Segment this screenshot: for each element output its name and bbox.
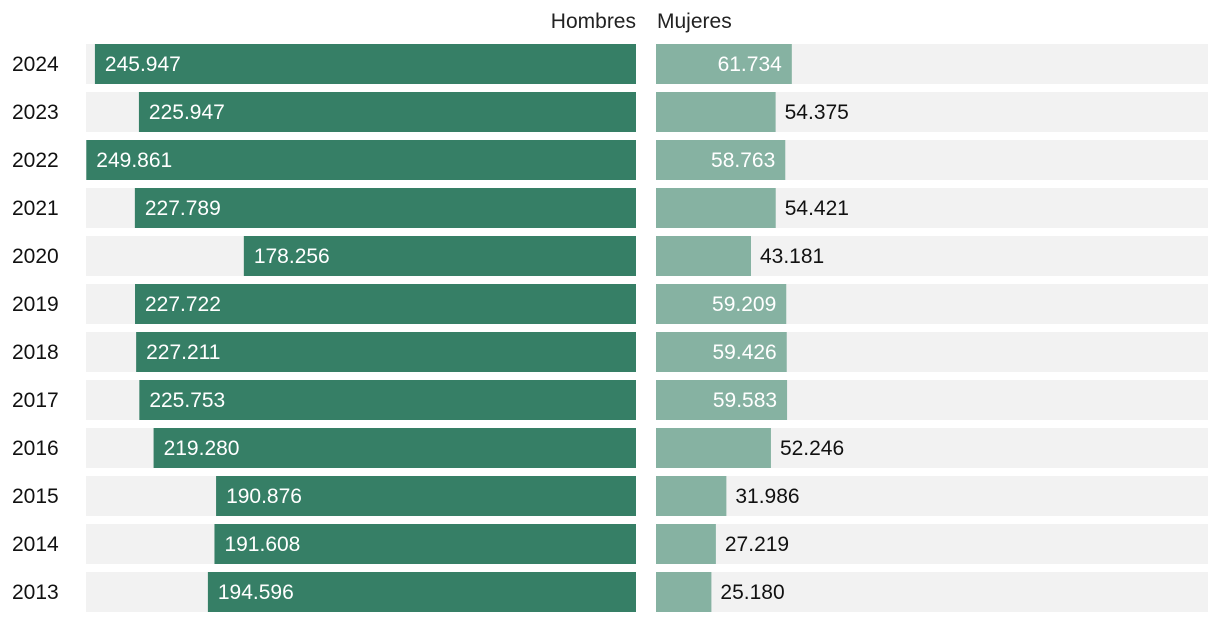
chart-row: 2019 227.722 59.209 xyxy=(12,284,1208,324)
data-label-hombres: 225.947 xyxy=(149,101,225,124)
bar-mujeres xyxy=(656,476,727,516)
chart-row: 2018 227.211 59.426 xyxy=(12,332,1208,372)
data-label-mujeres: 27.219 xyxy=(725,533,789,556)
data-label-mujeres: 25.180 xyxy=(720,581,784,604)
chart-row: 2021 227.789 54.421 xyxy=(12,188,1208,228)
category-label: 2015 xyxy=(12,485,59,508)
chart-row: 2020 178.256 43.181 xyxy=(12,236,1208,276)
chart-row: 2017 225.753 59.583 xyxy=(12,380,1208,420)
data-label-hombres: 227.722 xyxy=(145,293,221,316)
chart-row: 2023 225.947 54.375 xyxy=(12,92,1208,132)
bar-mujeres xyxy=(656,428,771,468)
bar-hombres xyxy=(216,476,636,516)
data-label-mujeres: 54.421 xyxy=(785,197,849,220)
bar-hombres xyxy=(138,92,636,132)
bar-hombres xyxy=(153,428,637,468)
bar-hombres xyxy=(86,140,637,180)
data-label-mujeres: 52.246 xyxy=(780,437,844,460)
data-label-mujeres: 58.763 xyxy=(711,149,775,172)
bar-mujeres xyxy=(656,140,786,180)
bar-hombres xyxy=(214,524,636,564)
data-label-mujeres: 43.181 xyxy=(760,245,824,268)
category-label: 2024 xyxy=(12,53,59,76)
data-label-hombres: 178.256 xyxy=(254,245,330,268)
bar-mujeres xyxy=(656,236,751,276)
chart-row: 2022 249.861 58.763 xyxy=(12,140,1208,180)
data-label-hombres: 219.280 xyxy=(164,437,240,460)
data-label-hombres: 249.861 xyxy=(96,149,172,172)
bar-mujeres xyxy=(656,572,712,612)
bar-mujeres xyxy=(656,380,788,420)
chart-row: 2016 219.280 52.246 xyxy=(12,428,1208,468)
bar-hombres xyxy=(243,236,637,276)
category-label: 2019 xyxy=(12,293,59,316)
bar-mujeres xyxy=(656,332,787,372)
bar-hombres xyxy=(136,332,636,372)
bar-track-mujeres xyxy=(656,476,1208,516)
bar-mujeres xyxy=(656,524,716,564)
data-label-hombres: 225.753 xyxy=(149,389,225,412)
bar-mujeres xyxy=(656,92,776,132)
data-label-hombres: 245.947 xyxy=(105,53,181,76)
data-label-hombres: 227.789 xyxy=(145,197,221,220)
bar-hombres xyxy=(135,284,636,324)
bar-track-mujeres xyxy=(656,524,1208,564)
category-label: 2022 xyxy=(12,149,59,172)
chart-row: 2014 191.608 27.219 xyxy=(12,524,1208,564)
data-label-mujeres: 59.209 xyxy=(712,293,776,316)
category-label: 2016 xyxy=(12,437,59,460)
data-label-hombres: 191.608 xyxy=(224,533,300,556)
chart-row: 2015 190.876 31.986 xyxy=(12,476,1208,516)
category-label: 2020 xyxy=(12,245,59,268)
data-label-mujeres: 61.734 xyxy=(718,53,783,76)
bar-mujeres xyxy=(656,188,776,228)
bar-mujeres xyxy=(656,44,792,84)
chart-row: 2024 245.947 61.734 xyxy=(12,44,1208,84)
category-label: 2018 xyxy=(12,341,59,364)
legend-label-mujeres: Mujeres xyxy=(657,10,732,33)
data-label-mujeres: 31.986 xyxy=(735,485,799,508)
data-label-hombres: 194.596 xyxy=(218,581,294,604)
data-label-mujeres: 54.375 xyxy=(785,101,849,124)
bar-hombres xyxy=(134,188,636,228)
legend-label-hombres: Hombres xyxy=(551,10,636,33)
category-label: 2013 xyxy=(12,581,59,604)
data-label-hombres: 227.211 xyxy=(146,341,220,364)
bar-track-mujeres xyxy=(656,572,1208,612)
category-label: 2014 xyxy=(12,533,59,556)
bar-hombres xyxy=(207,572,636,612)
data-label-mujeres: 59.426 xyxy=(713,341,777,364)
data-label-mujeres: 59.583 xyxy=(713,389,777,412)
bar-hombres xyxy=(94,44,636,84)
chart-row: 2013 194.596 25.180 xyxy=(12,572,1208,612)
category-label: 2017 xyxy=(12,389,59,412)
category-label: 2023 xyxy=(12,101,59,124)
category-label: 2021 xyxy=(12,197,59,220)
bar-hombres xyxy=(139,380,637,420)
data-label-hombres: 190.876 xyxy=(226,485,302,508)
bar-mujeres xyxy=(656,284,787,324)
